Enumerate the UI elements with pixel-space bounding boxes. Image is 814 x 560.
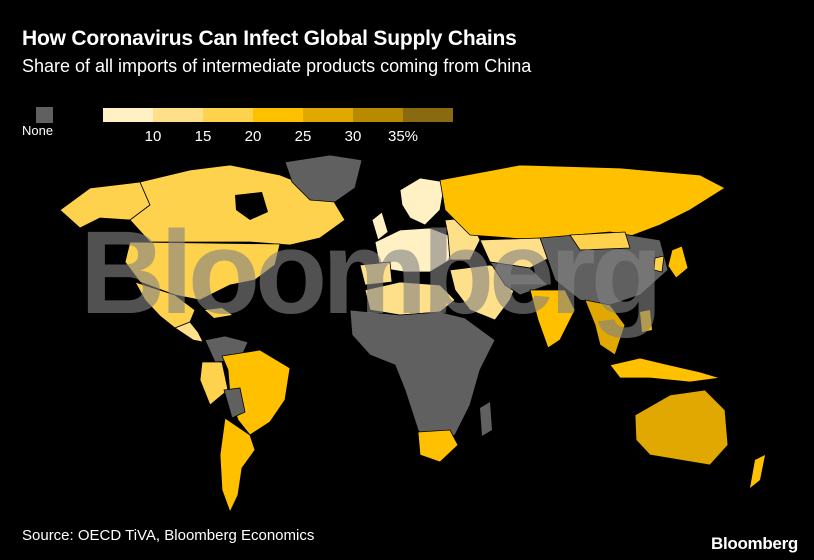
region-central-america — [174, 321, 204, 343]
region-indonesia — [609, 357, 721, 383]
region-scandinavia — [399, 177, 446, 226]
legend-tick-label: 10 — [144, 128, 162, 145]
region-united-states — [124, 241, 281, 301]
legend-swatch — [103, 108, 153, 122]
region-uk — [371, 211, 389, 241]
region-korea — [653, 255, 665, 273]
region-peru — [199, 361, 229, 406]
region-greenland — [284, 154, 363, 203]
region-new-zealand — [750, 455, 765, 488]
region-hudson-bay — [235, 192, 268, 220]
legend-tick-label: 30 — [344, 128, 362, 145]
region-argentina-chile — [219, 417, 256, 514]
region-madagascar — [480, 402, 492, 436]
region-australia — [634, 389, 729, 466]
region-north-africa — [364, 281, 456, 316]
legend-swatch — [153, 108, 203, 122]
region-africa — [349, 309, 496, 449]
legend-swatch — [353, 108, 403, 122]
region-japan — [667, 245, 689, 279]
region-china — [539, 231, 669, 306]
legend-tick-label: 15 — [194, 128, 212, 145]
legend-color-ramp — [103, 108, 453, 122]
region-caribbean — [205, 308, 232, 318]
region-southeast-asia — [584, 299, 626, 356]
region-russia — [439, 164, 726, 243]
bloomberg-logo: Bloomberg — [710, 534, 798, 553]
chart-subtitle: Share of all imports of intermediate pro… — [22, 56, 532, 76]
region-mongolia — [569, 231, 631, 251]
legend-tick-label: 20 — [244, 128, 262, 145]
region-philippines — [640, 310, 652, 332]
legend-none-label: None — [22, 123, 54, 138]
legend-tick-label: 35% — [387, 128, 419, 145]
legend: None 10 15 20 25 30 35% — [0, 0, 814, 160]
legend-tick-label: 25 — [294, 128, 312, 145]
legend-swatch — [203, 108, 253, 122]
legend-swatch — [303, 108, 353, 122]
region-india — [529, 289, 576, 349]
chart-title: How Coronavirus Can Infect Global Supply… — [22, 27, 517, 50]
region-south-africa — [417, 429, 459, 463]
region-bolivia-paraguay — [223, 387, 246, 419]
source-note: Source: OECD TiVA, Bloomberg Economics — [22, 527, 315, 544]
legend-none-swatch — [36, 107, 53, 123]
world-map — [59, 154, 765, 514]
legend-swatch — [253, 108, 303, 122]
region-iberia — [359, 261, 393, 286]
region-kazakhstan — [479, 237, 556, 269]
legend-swatch — [403, 108, 453, 122]
